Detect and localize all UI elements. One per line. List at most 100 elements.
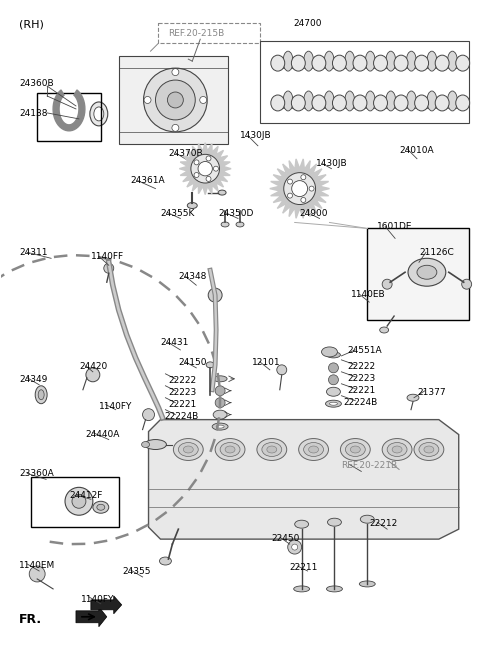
Ellipse shape [206,362,214,368]
Circle shape [382,279,392,289]
Text: 24431: 24431 [160,338,189,347]
Ellipse shape [373,95,387,111]
Ellipse shape [329,402,337,405]
Circle shape [29,566,45,582]
Text: 24349: 24349 [19,375,48,384]
Ellipse shape [90,102,108,126]
Ellipse shape [179,442,198,457]
Text: 1140FF: 1140FF [91,252,124,261]
Circle shape [215,386,225,396]
Ellipse shape [216,425,224,428]
Ellipse shape [408,258,446,286]
Ellipse shape [215,438,245,461]
Circle shape [168,92,183,108]
Ellipse shape [212,423,228,430]
Ellipse shape [312,95,326,111]
Ellipse shape [394,55,408,71]
Ellipse shape [159,557,171,565]
Text: 22223: 22223 [348,374,376,383]
Circle shape [172,69,179,75]
Ellipse shape [97,504,105,510]
Polygon shape [270,159,329,218]
Text: 24138: 24138 [19,109,48,118]
Polygon shape [148,420,459,539]
Ellipse shape [387,442,407,457]
Text: 24370B: 24370B [168,149,203,158]
Ellipse shape [340,438,370,461]
Ellipse shape [325,401,341,407]
Circle shape [214,166,218,171]
Ellipse shape [324,91,334,111]
Ellipse shape [350,446,360,453]
Ellipse shape [327,518,341,526]
Ellipse shape [326,352,340,358]
Text: REF.20-221B: REF.20-221B [341,461,397,471]
Text: 24900: 24900 [300,209,328,218]
Ellipse shape [407,91,416,111]
Ellipse shape [380,327,389,333]
Ellipse shape [225,446,235,453]
Ellipse shape [291,55,305,71]
Ellipse shape [283,91,293,111]
Circle shape [144,97,151,103]
Circle shape [288,540,301,554]
Ellipse shape [271,55,285,71]
Ellipse shape [218,190,226,195]
Ellipse shape [333,55,347,71]
Text: 22221: 22221 [168,400,197,408]
Text: 22450: 22450 [272,534,300,543]
Circle shape [301,175,306,179]
Ellipse shape [267,446,277,453]
Text: 24412F: 24412F [69,491,102,500]
Bar [31,477,119,527]
Circle shape [309,186,314,191]
Ellipse shape [346,442,365,457]
Ellipse shape [221,222,229,227]
Ellipse shape [427,91,437,111]
Text: 24348: 24348 [179,272,207,281]
Circle shape [194,173,199,177]
Ellipse shape [365,51,375,71]
Circle shape [65,487,93,515]
Ellipse shape [304,51,313,71]
Polygon shape [180,143,231,195]
Ellipse shape [35,386,47,404]
Text: 22224B: 22224B [165,412,199,420]
Circle shape [277,365,287,375]
Text: 21377: 21377 [417,388,445,397]
Circle shape [462,279,472,289]
Text: 24360B: 24360B [19,79,54,88]
Ellipse shape [353,95,367,111]
Circle shape [301,197,306,203]
Ellipse shape [309,446,319,453]
Ellipse shape [144,440,167,449]
Ellipse shape [173,438,203,461]
Ellipse shape [299,438,328,461]
Ellipse shape [456,95,469,111]
Ellipse shape [94,107,104,121]
Circle shape [208,288,222,302]
Ellipse shape [447,91,457,111]
Bar [37,93,101,141]
Ellipse shape [304,91,313,111]
Ellipse shape [213,376,227,382]
Ellipse shape [365,91,375,111]
Text: 21126C: 21126C [419,248,454,258]
Text: (RH): (RH) [19,19,44,29]
Ellipse shape [386,91,396,111]
Text: 1140FY: 1140FY [81,595,114,604]
Circle shape [284,173,315,205]
Circle shape [194,160,199,165]
Circle shape [215,398,225,408]
Polygon shape [53,90,85,131]
Ellipse shape [427,51,437,71]
Circle shape [328,363,338,373]
Ellipse shape [447,51,457,71]
Text: 22224B: 22224B [343,398,378,406]
Circle shape [288,179,292,184]
Text: 24350D: 24350D [218,209,253,218]
Text: 22221: 22221 [348,386,376,395]
Text: 24355: 24355 [123,567,151,576]
Ellipse shape [236,222,244,227]
Ellipse shape [187,203,197,209]
